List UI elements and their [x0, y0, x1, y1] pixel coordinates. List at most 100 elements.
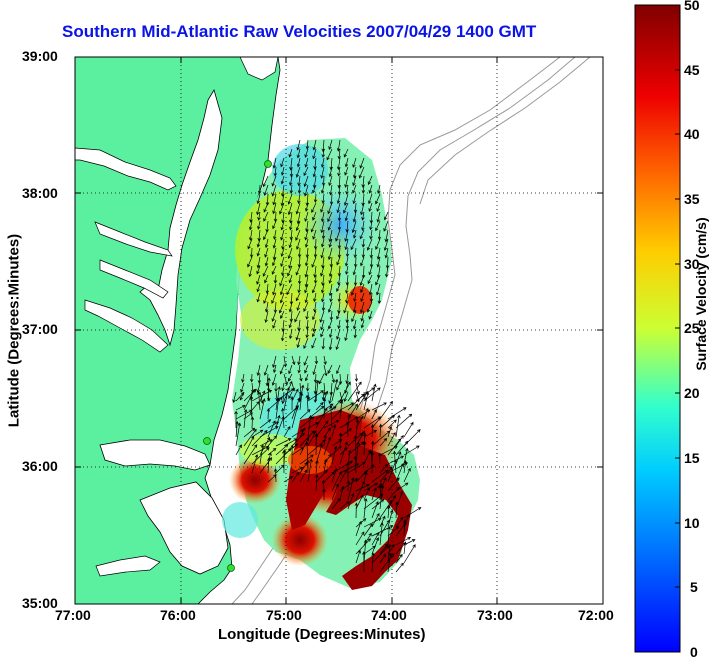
velocity-vector — [275, 414, 281, 429]
velocity-vector — [369, 229, 373, 240]
velocity-vector — [343, 202, 349, 214]
velocity-vector — [275, 397, 281, 420]
x-tick-label: 73:00 — [477, 607, 513, 623]
velocity-vector — [360, 283, 365, 293]
velocity-vector — [280, 310, 285, 319]
velocity-vector — [304, 292, 309, 304]
velocity-vector — [264, 310, 269, 323]
velocity-vector — [280, 256, 285, 268]
velocity-vector — [256, 265, 261, 275]
velocity-vector — [379, 482, 383, 501]
velocity-vector — [312, 148, 317, 160]
velocity-vector — [315, 459, 319, 474]
velocity-vector — [259, 419, 272, 429]
velocity-vector — [312, 166, 317, 178]
velocity-vector — [345, 184, 349, 195]
velocity-vector — [339, 381, 351, 402]
velocity-vector — [295, 292, 301, 302]
velocity-vector — [311, 310, 317, 321]
velocity-vector — [267, 435, 277, 447]
velocity-vector — [337, 238, 342, 249]
velocity-vector — [313, 373, 318, 384]
colorbar — [634, 4, 681, 653]
velocity-vector — [291, 466, 304, 474]
velocity-vector — [344, 238, 349, 251]
velocity-vector — [304, 238, 309, 248]
velocity-vector — [403, 544, 416, 564]
velocity-vector — [345, 283, 349, 294]
velocity-vector — [383, 238, 389, 251]
velocity-vector — [251, 429, 268, 447]
velocity-vector — [354, 502, 359, 519]
velocity-vector — [379, 553, 395, 573]
velocity-vector — [305, 382, 310, 392]
velocity-vector — [322, 488, 326, 500]
velocity-vector — [311, 202, 317, 213]
velocity-vector — [347, 477, 355, 501]
velocity-vector — [379, 437, 388, 447]
velocity-vector — [371, 383, 377, 402]
velocity-vector — [355, 520, 362, 537]
velocity-vector — [281, 391, 285, 405]
velocity-vector — [299, 373, 303, 382]
velocity-vector — [361, 211, 365, 221]
velocity-vector — [296, 148, 301, 159]
colorbar-tick-label: 50 — [684, 0, 700, 13]
velocity-vector — [313, 292, 317, 303]
velocity-vector — [288, 238, 293, 249]
x-tick-label: 75:00 — [266, 607, 302, 623]
velocity-vector — [347, 493, 355, 510]
velocity-vector — [331, 445, 338, 465]
velocity-vector — [321, 274, 325, 286]
colorbar-tick-label: 40 — [684, 126, 700, 142]
velocity-vector — [306, 391, 311, 401]
velocity-vector — [313, 301, 317, 313]
velocity-vector — [321, 292, 325, 303]
velocity-vector — [387, 419, 397, 429]
velocity-vector — [299, 392, 304, 411]
velocity-vector — [272, 193, 277, 206]
velocity-vector — [272, 238, 277, 249]
velocity-vector — [256, 238, 261, 248]
velocity-vector — [243, 408, 248, 429]
velocity-vector — [287, 265, 293, 277]
velocity-vector — [262, 265, 269, 277]
velocity-vector — [360, 256, 365, 267]
potomac-river — [75, 147, 177, 191]
velocity-vector — [336, 310, 341, 320]
velocity-vector — [275, 386, 281, 411]
velocity-vector — [337, 265, 342, 277]
velocity-vector — [243, 428, 257, 447]
velocity-vector — [379, 522, 384, 546]
velocity-vector — [355, 382, 360, 395]
colorbar-tick-label: 35 — [684, 191, 700, 207]
velocity-vector — [290, 444, 294, 465]
velocity-vector — [265, 283, 270, 295]
velocity-vector — [272, 256, 277, 267]
velocity-vector — [287, 373, 293, 382]
velocity-vector — [295, 229, 301, 241]
velocity-vector — [366, 238, 373, 251]
velocity-vector — [320, 265, 325, 277]
velocity-vector — [352, 265, 357, 276]
velocity-vector — [369, 220, 373, 231]
velocity-vector — [307, 390, 325, 402]
velocity-vector — [313, 247, 318, 258]
velocity-vector — [289, 175, 293, 187]
velocity-vector — [355, 419, 360, 438]
velocity-vector — [339, 501, 350, 510]
velocity-vector — [299, 469, 308, 483]
velocity-vector — [345, 373, 349, 385]
velocity-vector — [363, 407, 369, 420]
velocity-vector — [371, 552, 375, 573]
velocity-vector — [338, 373, 343, 385]
velocity-vector — [360, 292, 365, 303]
velocity-vector — [297, 256, 302, 268]
velocity-vector — [248, 265, 253, 278]
velocity-vector — [367, 274, 373, 285]
velocity-vector — [299, 454, 314, 465]
velocity-vector — [345, 319, 350, 330]
velocity-vector — [249, 211, 253, 223]
velocity-vector — [352, 184, 357, 194]
velocity-vector — [327, 301, 333, 313]
